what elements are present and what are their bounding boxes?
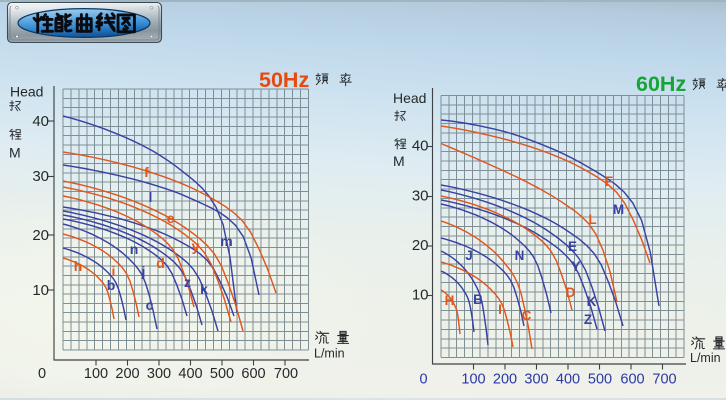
svg-text:L/min: L/min [690,351,721,365]
svg-text:700: 700 [652,372,676,388]
svg-text:l: l [149,189,153,205]
svg-text:M: M [393,153,405,169]
svg-text:J: J [465,248,473,263]
svg-text:F: F [605,174,613,189]
svg-text:d: d [156,255,165,271]
svg-text:e: e [167,210,175,226]
svg-text:400: 400 [178,366,202,382]
svg-text:Head: Head [393,90,426,106]
svg-text:400: 400 [556,372,580,388]
svg-text:600: 600 [241,366,265,382]
svg-text:D: D [566,285,576,300]
svg-text:L/min: L/min [314,347,345,361]
svg-text:H: H [445,293,455,308]
svg-text:0: 0 [419,372,427,388]
svg-text:M: M [613,202,624,217]
svg-text:20: 20 [32,227,49,244]
svg-text:30: 30 [412,188,429,205]
svg-text:10: 10 [32,282,49,299]
svg-text:40: 40 [32,113,49,130]
svg-text:i: i [112,263,116,279]
svg-text:M: M [9,145,21,161]
svg-text:20: 20 [412,237,429,254]
svg-text:m: m [220,233,232,249]
svg-text:C: C [522,308,532,323]
svg-text:z: z [184,274,191,290]
svg-text:L: L [588,212,596,227]
svg-text:N: N [515,248,525,263]
svg-text:200: 200 [115,366,139,382]
svg-text:100: 100 [84,366,108,382]
svg-text:60Hz: 60Hz [636,72,686,96]
svg-text:f: f [144,164,149,180]
svg-text:Y: Y [571,259,580,274]
svg-text:b: b [107,277,116,293]
svg-text:c: c [146,297,154,313]
svg-text:Head: Head [10,84,43,100]
svg-text:50Hz: 50Hz [259,68,309,92]
svg-text:100: 100 [461,372,485,388]
svg-text:j: j [141,263,146,279]
svg-text:30: 30 [32,168,49,185]
svg-text:10: 10 [412,287,429,304]
svg-text:E: E [568,239,577,254]
svg-text:I: I [498,302,502,317]
svg-text:40: 40 [412,138,429,155]
svg-text:B: B [473,292,483,307]
svg-text:h: h [74,258,83,274]
svg-text:500: 500 [210,366,234,382]
svg-text:300: 300 [524,372,548,388]
svg-text:y: y [192,238,200,254]
svg-text:200: 200 [493,372,517,388]
svg-text:700: 700 [274,366,298,382]
svg-text:0: 0 [38,366,46,382]
svg-text:Z: Z [584,312,592,327]
svg-text:300: 300 [147,366,171,382]
svg-text:K: K [587,294,597,309]
svg-text:k: k [200,281,208,297]
svg-text:500: 500 [588,372,612,388]
svg-text:n: n [130,241,139,257]
svg-text:600: 600 [620,372,644,388]
